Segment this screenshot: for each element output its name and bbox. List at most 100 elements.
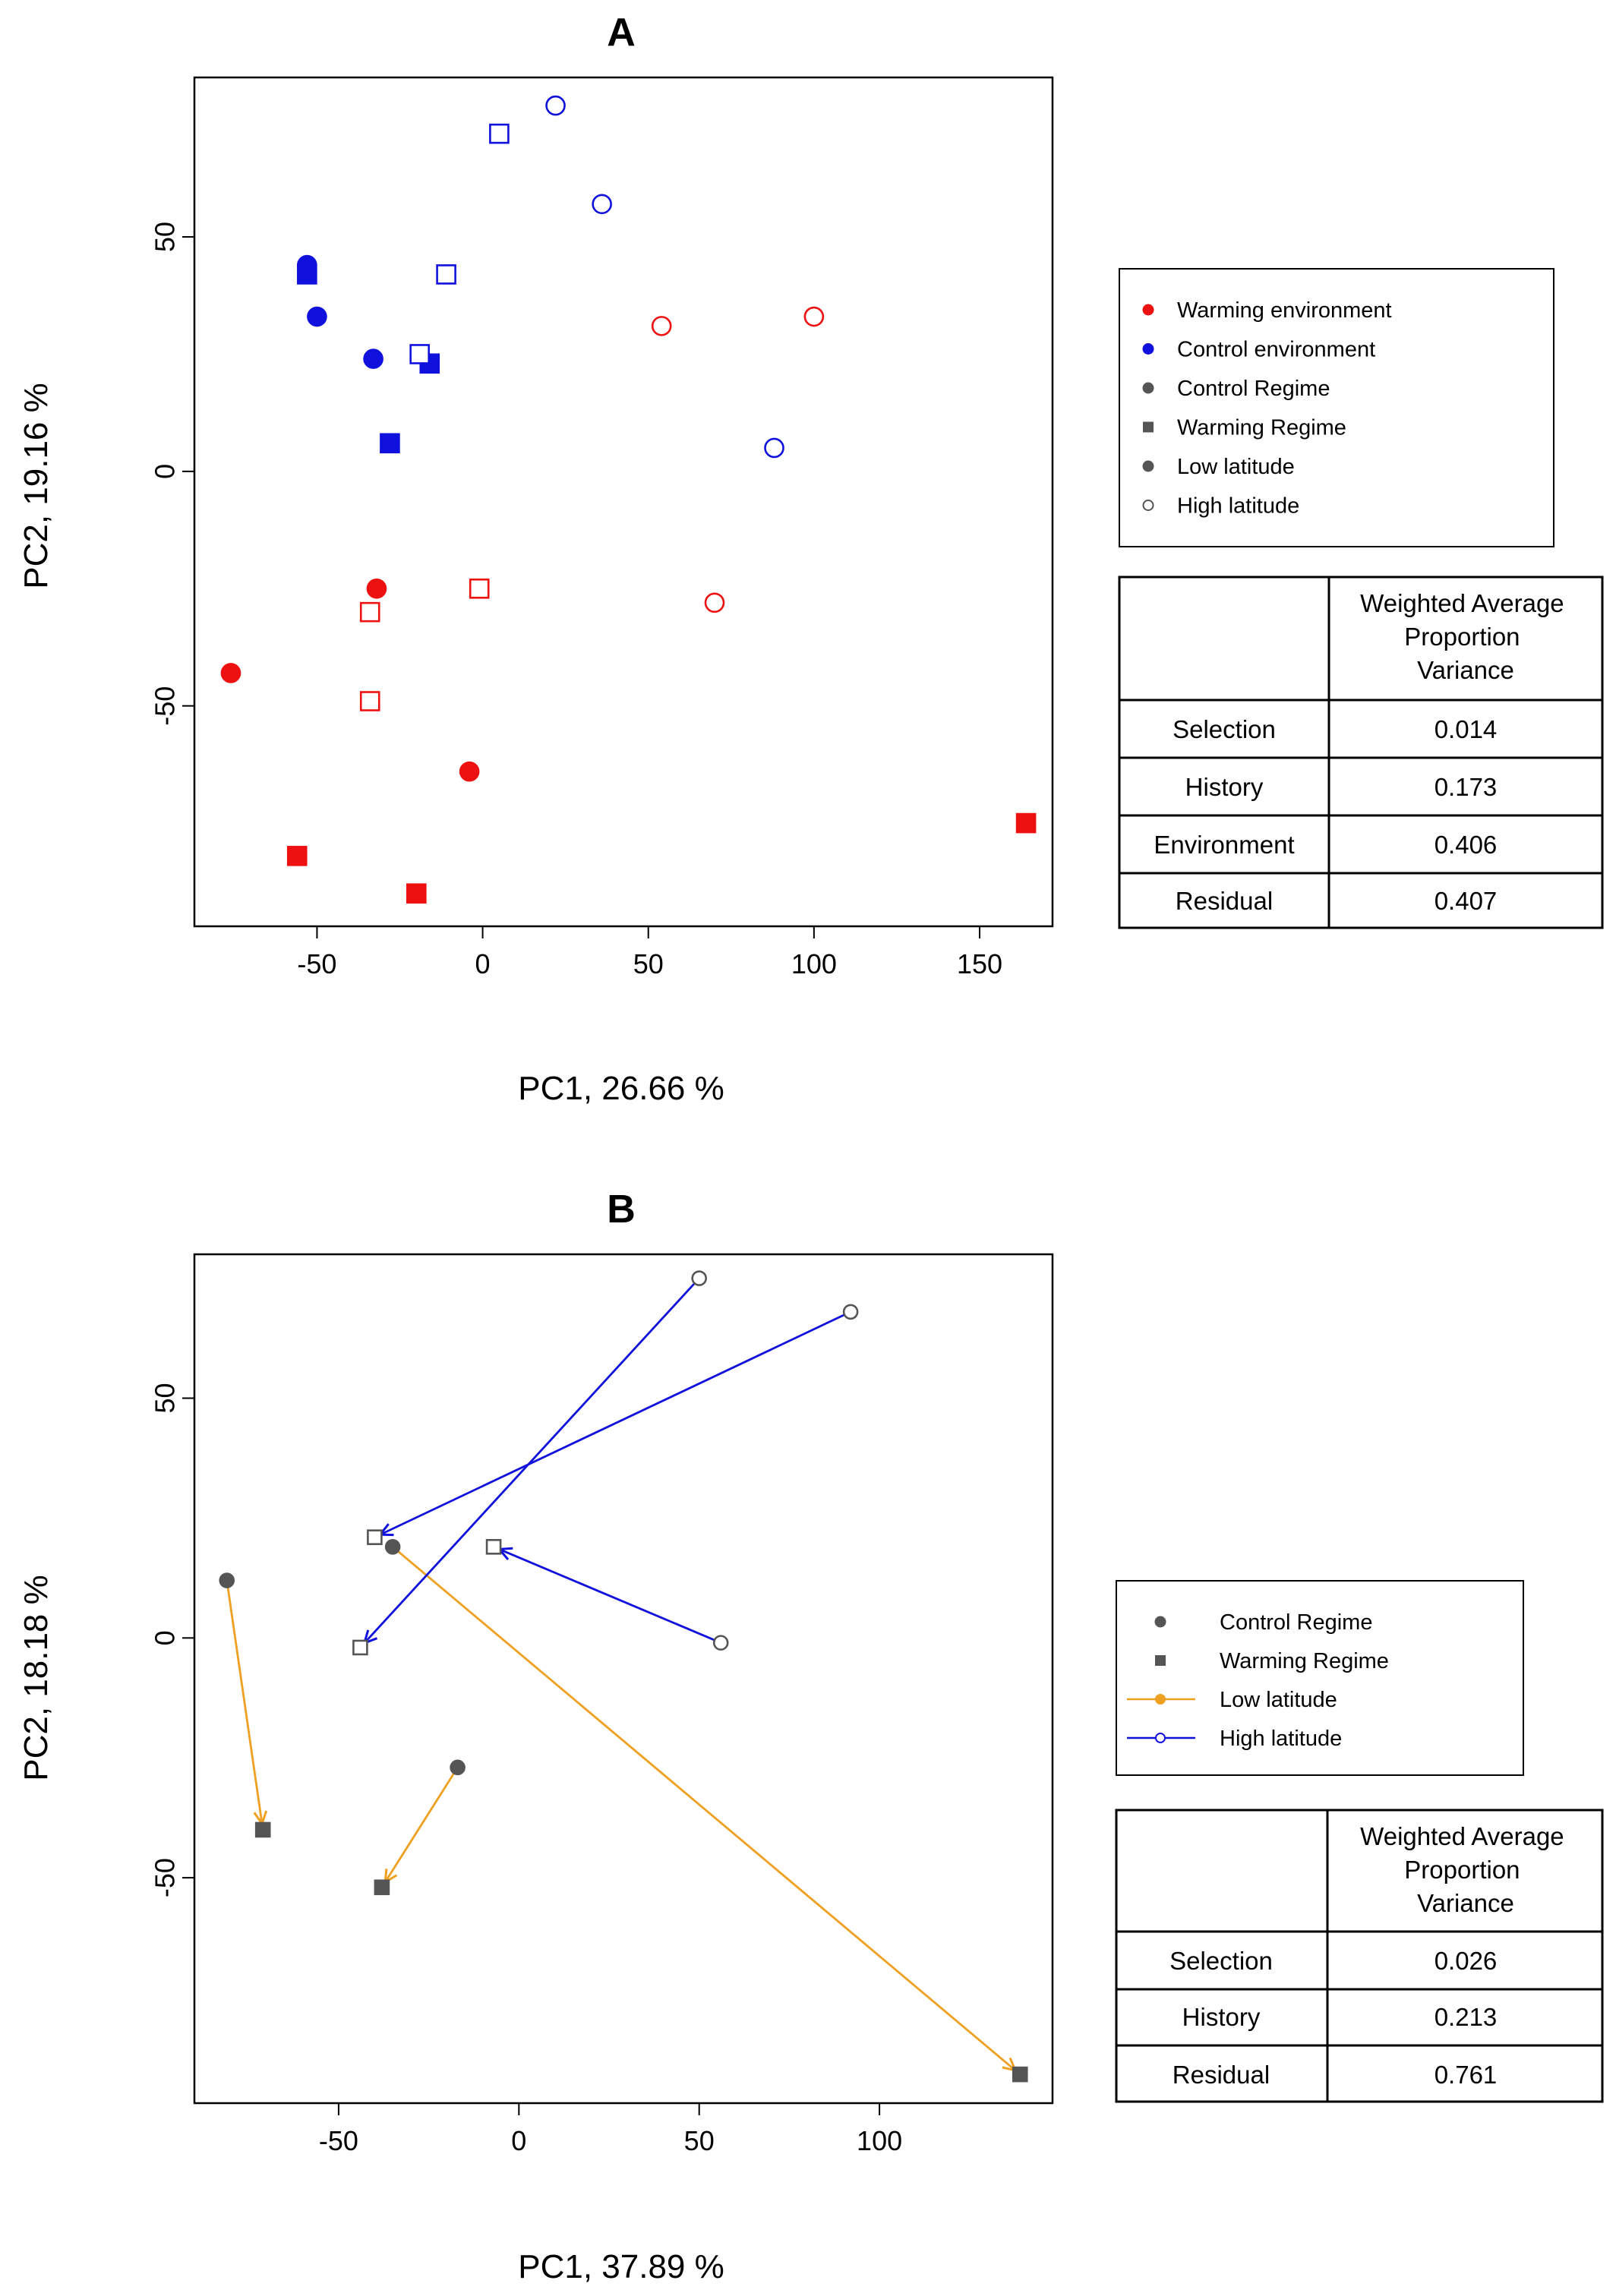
panel-b-data-point <box>374 1879 390 1896</box>
panel-b-arrow <box>499 1549 721 1644</box>
panel-a-table-row-label: Residual <box>1176 887 1273 915</box>
legend-circle-icon <box>1142 382 1154 394</box>
panel-b-legend-label: Low latitude <box>1220 1688 1337 1712</box>
panel-a-legend-label: Warming Regime <box>1177 416 1346 440</box>
legend-circle-icon <box>1155 1733 1166 1743</box>
panel-a-data-point <box>220 663 241 683</box>
panel-a-plot-frame <box>193 76 1054 928</box>
panel-b-y-tick-label: 0 <box>150 1630 181 1645</box>
panel-b-title: B <box>607 1187 636 1232</box>
panel-a-table-row-value: 0.173 <box>1435 773 1498 801</box>
legend-circle-icon <box>1142 460 1154 472</box>
legend-circle-icon <box>1142 343 1154 355</box>
panel-b-data-point <box>254 1821 271 1838</box>
panel-a-data-point <box>366 578 387 599</box>
panel-a-data-point <box>704 592 725 613</box>
legend-square-icon <box>1143 421 1154 433</box>
panel-b-data-point <box>384 1538 401 1555</box>
panel-b-points <box>219 1270 1028 2083</box>
panel-b-x-tick-label: -50 <box>319 2125 358 2156</box>
panel-a-x-tick-label: 150 <box>957 948 1002 979</box>
panel-a-table-row-label: History <box>1185 773 1264 801</box>
panel-a-legend-label: Low latitude <box>1177 455 1295 479</box>
panel-a: A -50 0 50 100 150 -50 0 50 PC1, 26.66 % PC2, … <box>17 11 1604 1107</box>
panel-a-legend-label: Control environment <box>1177 338 1375 362</box>
panel-b-data-point <box>1012 2066 1028 2083</box>
legend-circle-icon <box>1142 500 1154 511</box>
panel-a-title: A <box>607 11 636 55</box>
panel-b-table-row-label: Selection <box>1169 1947 1273 1975</box>
panel-a-x-axis-label: PC1, 26.66 % <box>518 1070 724 1107</box>
panel-a-table-row-value: 0.014 <box>1435 715 1498 743</box>
panel-a-y-tick-label: 50 <box>150 222 181 252</box>
panel-a-data-point <box>380 433 400 454</box>
panel-a-legend-label: High latitude <box>1177 494 1299 519</box>
panel-a-table-row-label: Selection <box>1173 715 1276 743</box>
panel-b-legend <box>1116 1580 1524 1776</box>
panel-a-data-point <box>803 306 825 327</box>
panel-b-arrows <box>226 1277 1015 2070</box>
panel-a-data-point <box>436 264 456 285</box>
panel-b-data-point <box>450 1759 466 1776</box>
panel-b-y-axis: -50 0 50 <box>150 1383 194 1897</box>
panel-b-legend-label: High latitude <box>1220 1727 1342 1751</box>
panel-b-table-header: Weighted Average Proportion Variance <box>1360 1822 1571 1917</box>
panel-a-legend-items: Warming environment Control environment Co… <box>1142 298 1392 519</box>
panel-a-y-tick-label: 0 <box>150 464 181 479</box>
panel-b-y-tick-label: -50 <box>150 1858 181 1897</box>
panel-a-data-point <box>286 846 308 866</box>
panel-a-data-point <box>406 883 427 904</box>
panel-a-table-row-value: 0.407 <box>1435 887 1498 915</box>
panel-b-data-point <box>691 1270 708 1286</box>
panel-b-data-point <box>842 1304 859 1320</box>
panel-a-legend <box>1119 268 1554 547</box>
panel-b-legend-label: Warming Regime <box>1220 1649 1389 1673</box>
panel-b-data-point <box>712 1635 729 1651</box>
panel-b-table-header-line-2: Proportion <box>1404 1856 1520 1884</box>
legend-circle-icon <box>1155 1694 1166 1705</box>
panel-a-data-point <box>651 316 672 336</box>
panel-a-x-tick-label: 100 <box>791 948 837 979</box>
panel-a-points <box>220 95 1037 904</box>
panel-a-data-point <box>764 437 784 459</box>
panel-a-data-point <box>297 264 317 285</box>
panel-b-variance-table: Weighted Average Proportion Variance Sel… <box>1115 1809 1604 2103</box>
panel-b-y-tick-label: 50 <box>150 1383 181 1413</box>
panel-b-arrow <box>380 1310 851 1534</box>
panel-a-legend-label: Warming environment <box>1177 298 1392 323</box>
panel-b-table-row-label: History <box>1182 2003 1261 2031</box>
panel-a-data-point <box>469 578 490 599</box>
panel-a-data-point <box>459 761 480 782</box>
panel-a-data-point <box>307 306 327 327</box>
panel-b-y-axis-label: PC2, 18.18 % <box>17 1575 55 1781</box>
panel-b-x-tick-label: 0 <box>511 2125 526 2156</box>
panel-a-x-tick-label: -50 <box>297 948 336 979</box>
panel-a-x-axis: -50 0 50 100 150 <box>297 926 1002 979</box>
panel-a-legend-label: Control Regime <box>1177 377 1330 401</box>
panel-a-table-header-line-2: Proportion <box>1404 623 1520 651</box>
panel-b-table-row-label: Residual <box>1173 2061 1270 2089</box>
panel-a-data-point <box>409 344 430 364</box>
panel-b-table-header-line-3: Variance <box>1417 1889 1514 1917</box>
panel-b-x-axis: -50 0 50 100 <box>319 2103 902 2156</box>
panel-a-data-point <box>489 123 510 144</box>
panel-b-legend-items: Control Regime Warming Regime Low latitude… <box>1127 1610 1389 1751</box>
panel-a-y-tick-label: -50 <box>150 686 181 726</box>
panel-b-table-row-value: 0.761 <box>1435 2061 1498 2089</box>
panel-a-table-header-line-3: Variance <box>1417 656 1514 684</box>
panel-a-y-axis-label: PC2, 19.16 % <box>17 383 55 589</box>
panel-a-data-point <box>545 95 566 116</box>
panel-b-data-point <box>367 1529 383 1545</box>
panel-b-data-point <box>352 1639 368 1656</box>
panel-b-x-tick-label: 100 <box>857 2125 902 2156</box>
panel-b-arrow <box>392 1546 1015 2070</box>
panel-a-table-header: Weighted Average Proportion Variance <box>1360 589 1571 684</box>
panel-b-table-row-value: 0.213 <box>1435 2003 1498 2031</box>
panel-a-data-point <box>359 691 380 711</box>
panel-a-x-tick-label: 0 <box>475 948 491 979</box>
panel-a-table-row-label: Environment <box>1154 831 1294 859</box>
panel-a-table-header-line-1: Weighted Average <box>1360 589 1564 617</box>
panel-a-variance-table: Weighted Average Proportion Variance Sel… <box>1118 576 1604 929</box>
panel-b-table-header-line-1: Weighted Average <box>1360 1822 1564 1850</box>
